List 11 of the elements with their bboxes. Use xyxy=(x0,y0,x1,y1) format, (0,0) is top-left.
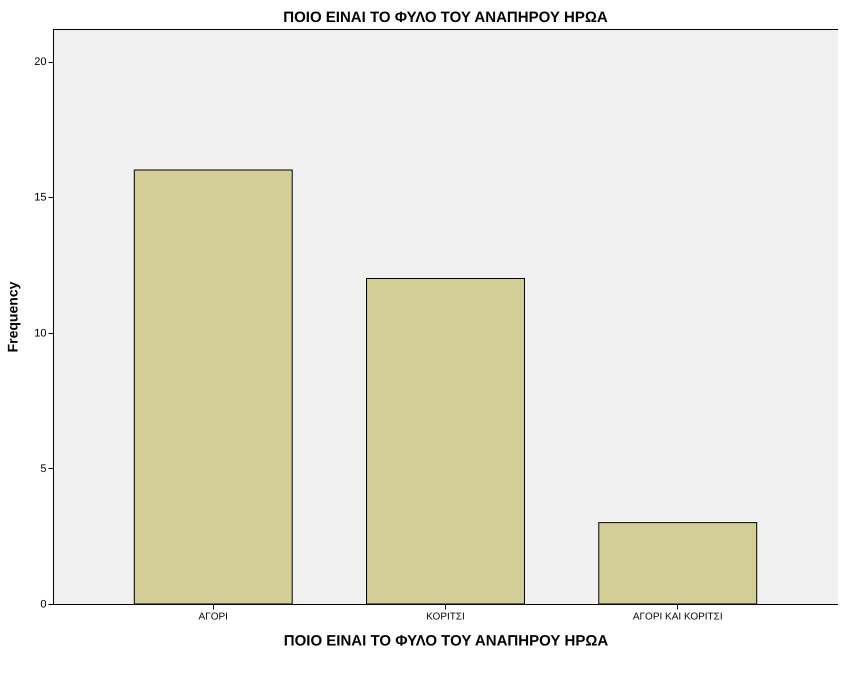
y-tick-label: 20 xyxy=(34,56,46,68)
x-axis-title: ΠΟΙΟ ΕΙΝΑΙ ΤΟ ΦΥΛΟ ΤΟΥ ΑΝΑΠΗΡΟΥ ΗΡΩΑ xyxy=(284,632,608,650)
x-tick-label: ΑΓΟΡΙ ΚΑΙ ΚΟΡΙΤΣΙ xyxy=(632,612,723,622)
y-tick-label: 15 xyxy=(34,192,46,204)
y-tick-label: 10 xyxy=(34,327,46,340)
x-tick-label: ΑΓΟΡΙ xyxy=(198,612,228,622)
y-tick-label: 0 xyxy=(40,598,46,610)
x-tick-label: ΚΟΡΙΤΣΙ xyxy=(426,612,465,622)
chart-title: ΠΟΙΟ ΕΙΝΑΙ ΤΟ ΦΥΛΟ ΤΟΥ ΑΝΑΠΗΡΟΥ ΗΡΩΑ xyxy=(283,9,608,26)
y-tick-label: 5 xyxy=(40,462,46,475)
y-axis-title: Frequency xyxy=(4,281,20,352)
